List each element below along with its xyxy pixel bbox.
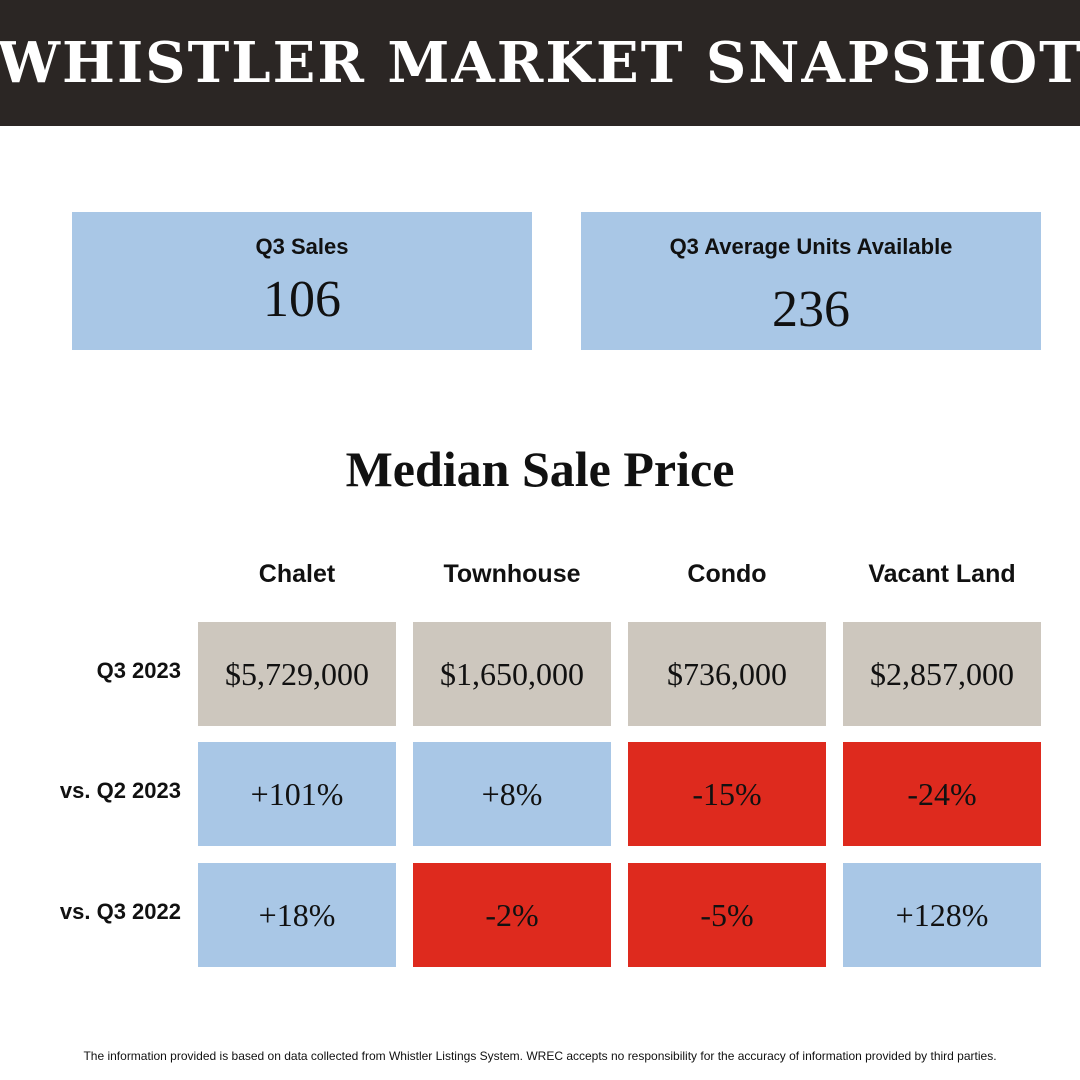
row-header-vs-q2-2023: vs. Q2 2023 xyxy=(59,778,181,803)
footer-disclaimer: The information provided is based on dat… xyxy=(83,1049,997,1063)
column-header-townhouse: Townhouse xyxy=(443,560,581,588)
q3-units-value: 236 xyxy=(772,281,850,338)
cell-vs-q2-2023-chalet: +101% xyxy=(198,742,396,846)
q3-units-label: Q3 Average Units Available xyxy=(669,234,953,259)
cell-q3-2023-townhouse: $1,650,000 xyxy=(413,622,611,726)
column-header-condo: Condo xyxy=(687,560,767,588)
cell-q3-2023-vacant-land: $2,857,000 xyxy=(843,622,1041,726)
cell-vs-q2-2023-townhouse: +8% xyxy=(413,742,611,846)
q3-sales-value: 106 xyxy=(263,271,341,328)
q3-sales-label: Q3 Sales xyxy=(255,234,349,259)
cell-vs-q2-2023-vacant-land: -24% xyxy=(843,742,1041,846)
page-title: WHISTLER MARKET SNAPSHOT xyxy=(0,30,1080,96)
column-header-vacant-land: Vacant Land xyxy=(868,560,1016,588)
header-bar: WHISTLER MARKET SNAPSHOT xyxy=(0,0,1080,126)
cell-vs-q3-2022-townhouse: -2% xyxy=(413,863,611,967)
row-header-q3-2023: Q3 2023 xyxy=(96,658,181,683)
q3-sales-box: Q3 Sales 106 xyxy=(72,212,532,350)
cell-vs-q3-2022-chalet: +18% xyxy=(198,863,396,967)
cell-vs-q3-2022-vacant-land: +128% xyxy=(843,863,1041,967)
q3-units-box: Q3 Average Units Available 236 xyxy=(581,212,1041,350)
cell-q3-2023-condo: $736,000 xyxy=(628,622,826,726)
column-header-chalet: Chalet xyxy=(258,560,336,588)
cell-vs-q2-2023-condo: -15% xyxy=(628,742,826,846)
cell-q3-2023-chalet: $5,729,000 xyxy=(198,622,396,726)
cell-vs-q3-2022-condo: -5% xyxy=(628,863,826,967)
row-header-vs-q3-2022: vs. Q3 2022 xyxy=(59,899,181,924)
median-sale-price-title: Median Sale Price xyxy=(345,441,735,497)
